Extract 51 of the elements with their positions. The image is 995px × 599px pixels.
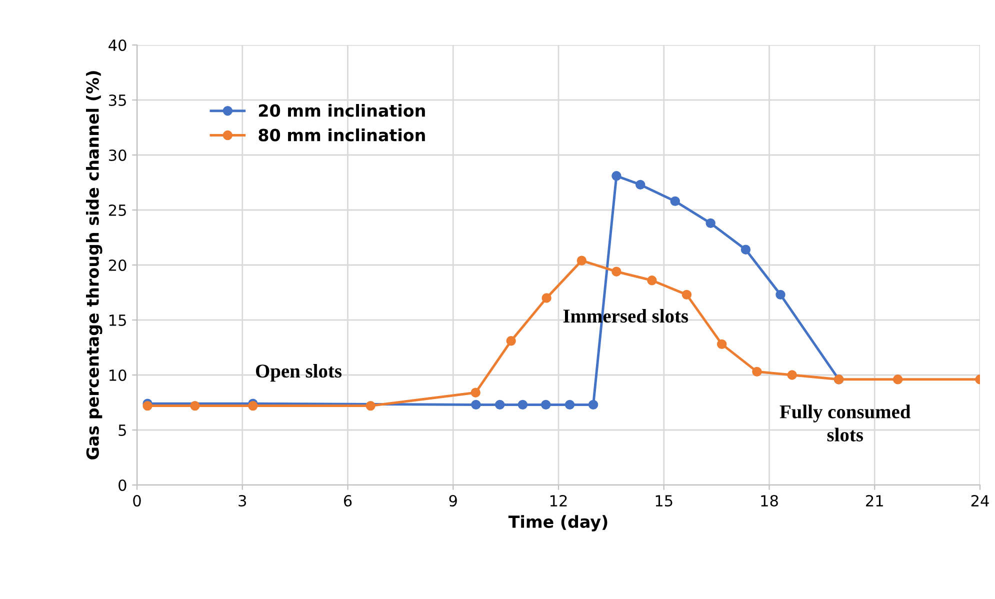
- point: [506, 336, 516, 346]
- x-tick-label: 9: [449, 494, 457, 507]
- point: [542, 293, 552, 303]
- annotation: Open slots: [256, 364, 342, 382]
- y-tick-label: 20: [108, 259, 126, 272]
- point: [190, 400, 200, 411]
- point: [776, 290, 786, 300]
- point: [706, 218, 716, 228]
- point: [588, 400, 598, 410]
- y-tick-label: 35: [109, 94, 126, 106]
- point: [612, 171, 622, 181]
- point: [494, 400, 505, 410]
- point: [540, 400, 551, 410]
- x-tick-label: 24: [971, 494, 989, 506]
- point: [787, 370, 797, 380]
- point: [670, 196, 680, 206]
- annotation: Fully consumed slots: [780, 404, 911, 442]
- x-axis-title: Time (day): [508, 515, 608, 532]
- legend-label: 20 mm inclination: [258, 104, 425, 117]
- x-tick-label: 15: [656, 495, 672, 507]
- point: [366, 400, 376, 411]
- x-tick-label: 0: [133, 494, 141, 507]
- point: [564, 400, 575, 410]
- point: [142, 400, 152, 411]
- point: [647, 276, 657, 286]
- point: [740, 244, 751, 254]
- x-tick-label: 3: [238, 494, 246, 507]
- y-axis-title: Gas percentage through side channel (%): [86, 71, 102, 460]
- x-tick-label: 6: [344, 494, 352, 507]
- x-tick-label: 18: [761, 494, 778, 507]
- point: [892, 374, 903, 384]
- y-tick-label: 40: [108, 39, 126, 52]
- point: [612, 266, 622, 276]
- point: [518, 400, 528, 410]
- point: [471, 400, 481, 410]
- y-tick-label: 30: [109, 149, 126, 162]
- y-tick-label: 0: [118, 479, 126, 492]
- point: [470, 388, 480, 398]
- y-tick-label: 5: [118, 424, 126, 436]
- x-tick-label: 21: [866, 494, 883, 506]
- y-tick-label: 10: [110, 369, 126, 382]
- point: [248, 400, 258, 411]
- point: [682, 290, 692, 300]
- point: [576, 256, 587, 266]
- y-tick-label: 25: [108, 204, 126, 216]
- x-tick-label: 12: [550, 494, 567, 506]
- legend-label: 80 mm inclination: [258, 128, 425, 142]
- point: [716, 339, 727, 350]
- y-tick-label: 15: [110, 314, 126, 326]
- point: [752, 366, 762, 377]
- point: [635, 180, 646, 190]
